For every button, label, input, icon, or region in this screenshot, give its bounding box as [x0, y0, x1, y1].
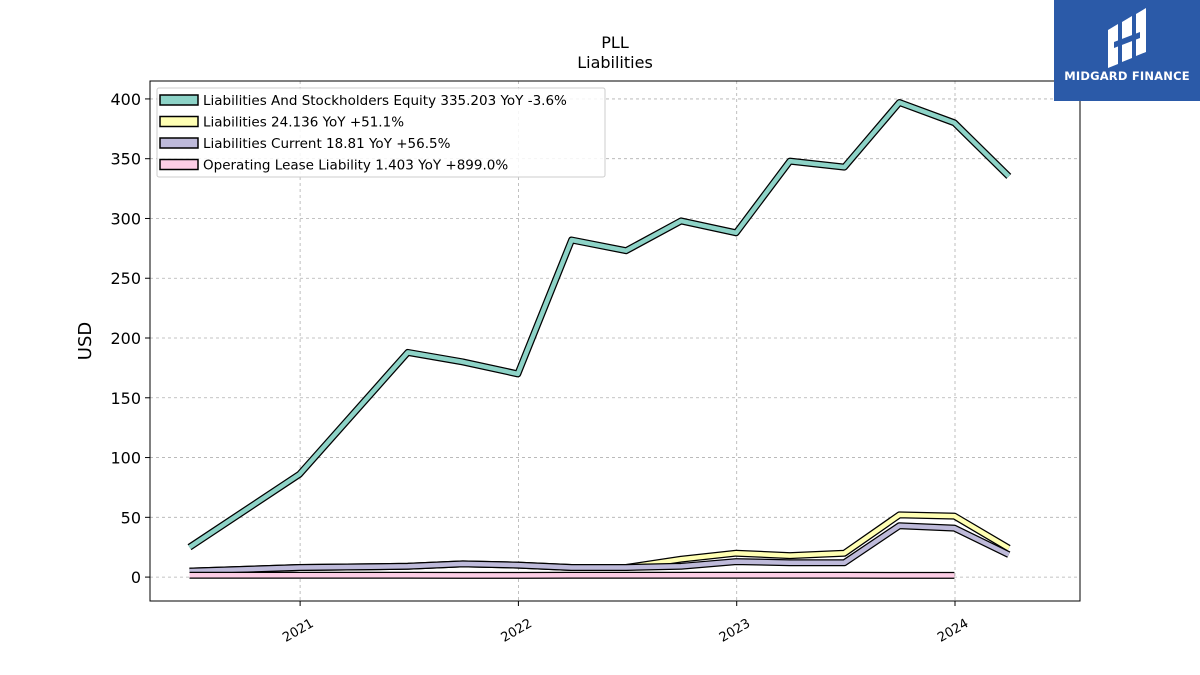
y-tick-label: 300 — [110, 209, 141, 228]
x-axis: 2021 2022 2023 2024 — [280, 601, 971, 646]
series-line-3 — [189, 522, 1011, 575]
legend-label: Operating Lease Liability 1.403 YoY +899… — [203, 158, 508, 174]
y-tick-label: 50 — [121, 508, 141, 527]
series-stroke — [189, 512, 1010, 574]
y-tick-label: 200 — [110, 329, 141, 348]
legend-label: Liabilities And Stockholders Equity 335.… — [203, 93, 567, 109]
series-line-1 — [187, 99, 1012, 551]
midgard-finance-logo-mark-icon — [1108, 8, 1146, 68]
y-axis: 0 50 100 150 200 250 300 350 400 — [110, 90, 150, 587]
logo-text: MIDGARD FINANCE — [1064, 69, 1190, 83]
legend-label: Liabilities Current 18.81 YoY +56.5% — [203, 136, 451, 152]
chart-subtitle: Liabilities — [577, 53, 653, 72]
series-stroke — [188, 100, 1011, 550]
midgard-finance-logo: MIDGARD FINANCE — [1054, 0, 1200, 101]
x-tick-label: 2024 — [935, 616, 971, 646]
x-tick-label: 2021 — [280, 616, 316, 646]
y-tick-label: 150 — [110, 389, 141, 408]
legend-box — [156, 87, 606, 178]
y-tick-label: 100 — [110, 449, 141, 468]
legend-swatch — [159, 137, 199, 149]
chart-title: PLL — [601, 33, 629, 52]
series-layer — [187, 99, 1012, 579]
plot-frame — [149, 80, 1081, 602]
x-tick-label: 2022 — [499, 616, 535, 646]
series-stroke — [189, 523, 1010, 574]
legend-swatch — [159, 94, 199, 106]
y-tick-label: 250 — [110, 269, 141, 288]
y-tick-label: 0 — [131, 568, 141, 587]
legend: Liabilities And Stockholders Equity 335.… — [156, 87, 606, 178]
y-tick-label: 350 — [110, 150, 141, 169]
x-tick-label: 2023 — [717, 616, 753, 646]
legend-swatch — [159, 115, 199, 128]
y-axis-label: USD — [75, 322, 96, 360]
y-tick-label: 400 — [110, 90, 141, 109]
legend-label: Liabilities 24.136 YoY +51.1% — [203, 115, 404, 131]
series-line-2 — [189, 511, 1011, 575]
legend-swatch — [159, 158, 199, 171]
